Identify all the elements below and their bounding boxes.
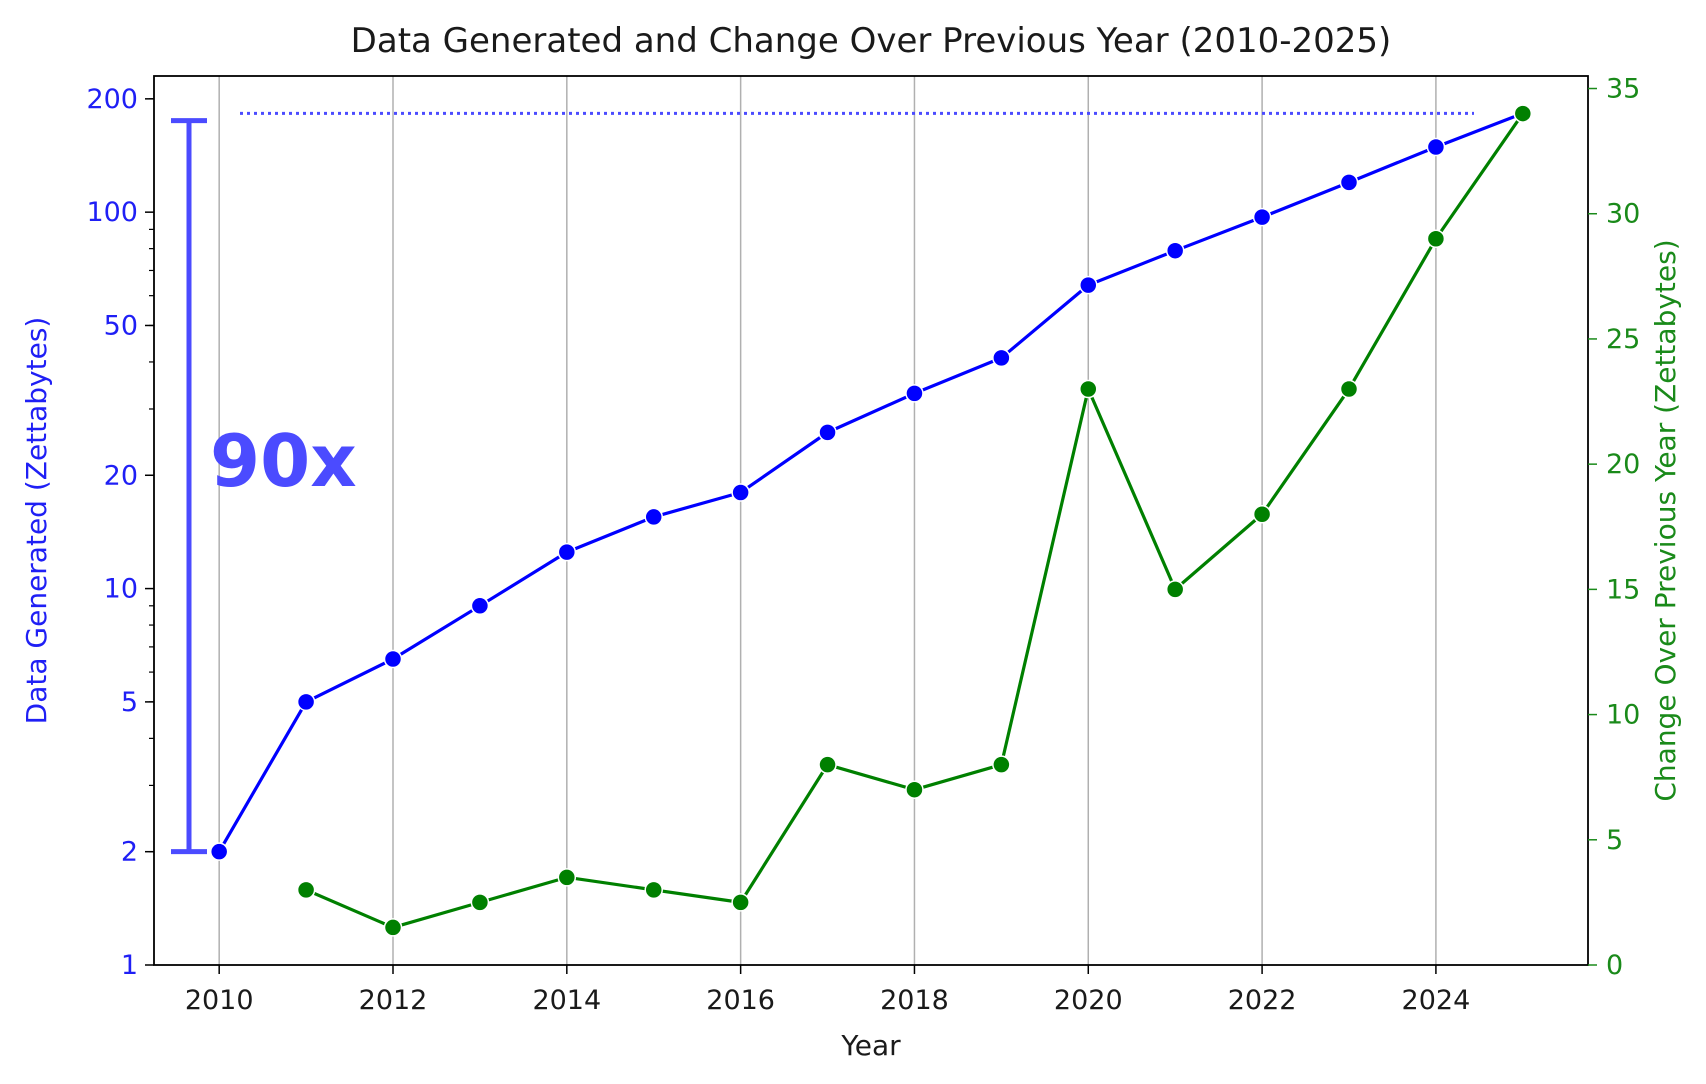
x-tick-label: 2024 (1402, 985, 1471, 1016)
data-point-right (905, 780, 924, 799)
x-tick-label: 2022 (1228, 985, 1297, 1016)
data-point-left (557, 542, 577, 562)
y-left-tick-label: 200 (86, 84, 138, 115)
y-left-tick-label: 50 (104, 310, 138, 341)
data-point-right (383, 918, 403, 937)
data-point-right (1079, 379, 1098, 399)
data-point-right (818, 755, 837, 774)
data-point-right (557, 868, 577, 887)
y-right-tick-label: 10 (1606, 700, 1640, 731)
x-axis-label: Year (840, 1029, 901, 1062)
data-point-right (1339, 379, 1359, 399)
axes-layer: 2010 2012 2014 2016 2018 2020 2022 202412510205… (86, 74, 1640, 1016)
data-point-left (470, 596, 490, 616)
data-point-left (296, 692, 316, 712)
data-point-left (992, 348, 1011, 368)
data-point-left (644, 507, 663, 527)
x-tick-label: 2020 (1054, 985, 1123, 1016)
y-left-tick-label: 1 (121, 950, 138, 981)
data-point-left (818, 423, 837, 442)
series-line-left (217, 111, 1524, 853)
y-right-tick-label: 5 (1606, 825, 1623, 856)
x-tick-label: 2014 (532, 985, 601, 1016)
y-left-tick-label: 2 (121, 837, 138, 868)
x-tick-label: 2018 (880, 985, 949, 1016)
y-right-tick-label: 0 (1606, 950, 1623, 981)
data-point-left (731, 483, 750, 502)
data-point-left (1079, 275, 1098, 295)
data-point-left (383, 649, 403, 669)
y-axis-label-right: Change Over Previous Year (Zettabytes) (1649, 239, 1682, 801)
y-left-tick-label: 10 (104, 574, 138, 605)
y-axis-label-left: Data Generated (Zettabytes) (20, 317, 53, 725)
data-point-right (1165, 580, 1185, 599)
data-point-right (644, 880, 663, 900)
x-tick-label: 2010 (185, 985, 254, 1016)
data-point-right (1252, 504, 1272, 524)
annotation-layer (171, 111, 1474, 855)
data-point-right (1426, 229, 1446, 249)
chart-title: Data Generated and Change Over Previous … (351, 21, 1392, 61)
data-point-right (470, 893, 490, 912)
data-point-left (1165, 241, 1185, 260)
data-point-left (905, 384, 924, 403)
data-point-left (1339, 173, 1359, 192)
y-right-tick-label: 20 (1606, 449, 1640, 480)
data-point-right (1513, 104, 1533, 123)
x-tick-label: 2016 (706, 985, 775, 1016)
y-right-tick-label: 25 (1606, 324, 1640, 355)
y-right-tick-label: 30 (1606, 199, 1640, 230)
plot-frame (153, 75, 1589, 966)
series-layer (209, 104, 1533, 937)
y-right-tick-label: 15 (1606, 574, 1640, 605)
data-point-left (1252, 207, 1272, 227)
y-left-tick-label: 20 (104, 460, 138, 491)
y-left-tick-label: 100 (86, 197, 138, 228)
annotation-label: 90x (210, 419, 357, 503)
data-point-left (209, 842, 229, 861)
x-tick-label: 2012 (359, 985, 428, 1016)
y-left-tick-label: 5 (121, 687, 138, 718)
data-point-right (731, 893, 750, 912)
y-right-tick-label: 35 (1606, 74, 1640, 105)
data-point-right (992, 755, 1011, 774)
data-point-left (1426, 137, 1446, 157)
data-point-right (296, 880, 316, 900)
